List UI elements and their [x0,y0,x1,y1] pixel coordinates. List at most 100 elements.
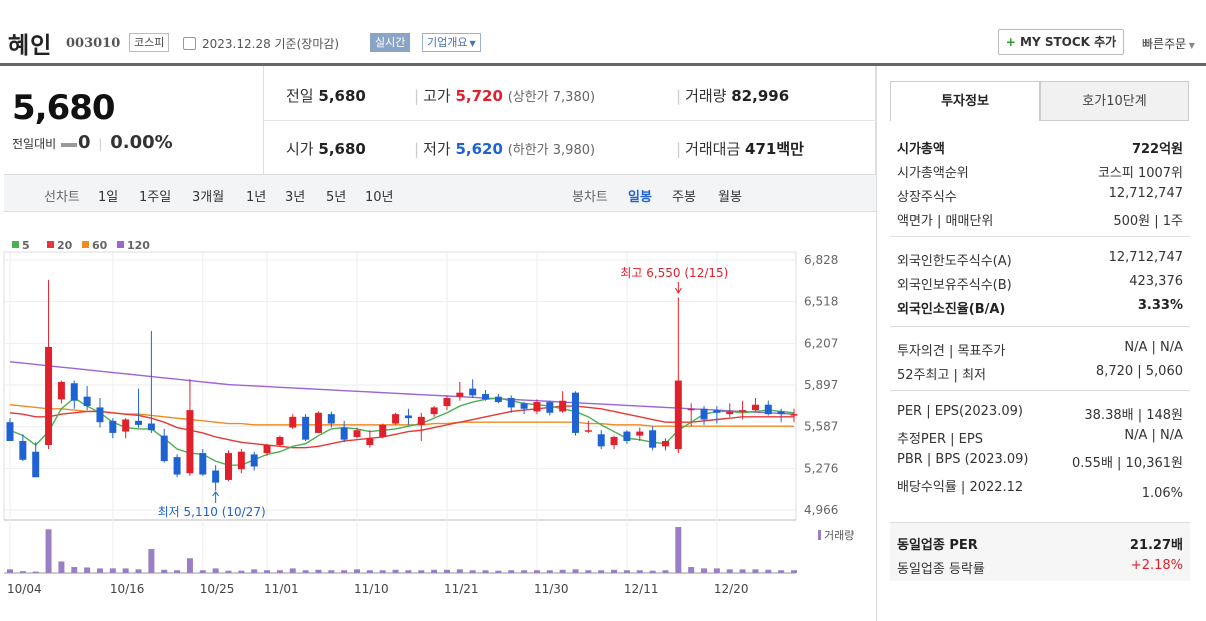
market-badge: 코스피 [129,33,170,52]
volume-bar [623,570,630,573]
price-change: 전일대비 0 | 0.00% [12,132,173,153]
candle-body [700,408,708,420]
tab-3y[interactable]: 3년 [285,190,306,205]
info-key: 동일업종 등락률 [897,562,985,577]
tab-order-book[interactable]: 호가10단계 [1040,81,1189,121]
volume-bar [366,570,373,573]
tab-10y[interactable]: 10년 [365,190,394,205]
candle-body [572,392,580,433]
candle-chart-label: 봉차트 [572,190,608,205]
x-tick-label: 12/20 [714,582,749,596]
volume-bar [649,570,656,573]
candle-body [546,402,554,413]
legend-label: 20 [57,239,73,252]
x-tick-label: 11/30 [534,582,569,596]
volume-bar [469,570,476,573]
divider [890,326,1190,327]
info-key: 액면가 | 매매단위 [897,214,994,229]
candle-body [263,445,271,454]
high-arrow-head [674,287,682,294]
low-arrow-head [212,491,220,497]
volume-bar [675,527,682,573]
info-value: 12,712,747 [1108,186,1183,201]
tab-daily[interactable]: 일봉 [628,190,652,205]
candle-body [135,420,143,425]
info-value: 3.33% [1137,298,1183,313]
company-overview-button[interactable]: 기업개요 ▼ [422,33,481,52]
divider [890,390,1190,391]
info-value: 0.55배 | 10,361원 [1072,456,1183,471]
candle-body [379,424,387,437]
candle-body [533,402,541,412]
price-chart: 6,828 6,518 6,207 5,897 5,587 5,276 4,966 10/04… [3,239,854,596]
volume-bar [264,570,271,573]
mystock-add-button[interactable]: + MY STOCK 추가 [998,29,1124,55]
volume-bar [122,568,129,573]
chevron-down-icon: ▼ [1186,41,1195,50]
tab-1d[interactable]: 1일 [98,190,119,205]
info-row: 52주최고 | 최저 8,720 | 5,060 [897,364,1183,383]
open-value: 5,680 [318,140,366,158]
volume-bar [379,570,386,573]
candle-body [6,422,14,441]
sector-box [890,523,1190,581]
y-tick-label: 5,897 [804,378,838,392]
candle-body [96,407,104,423]
candle-body [507,398,515,408]
candle-body [70,383,78,401]
candle-body [57,381,65,400]
tab-1w[interactable]: 1주일 [139,190,172,205]
amount-label: 거래대금 [685,140,741,158]
ma60-line [9,404,794,427]
volume-bar [482,570,489,573]
info-key: 52주최고 | 최저 [897,368,986,383]
volume-bar [765,569,772,573]
legend-swatch [12,241,19,248]
chart-period-tabs: 선차트 1일 1주일 3개월 1년 3년 5년 10년 봉차트 일봉 주봉 월봉 [4,174,876,212]
legend-label: 5 [22,239,30,252]
volume-bar [495,570,502,573]
open-label: 시가 [286,140,314,158]
volume-bar [662,570,669,573]
candle-body [674,380,682,450]
info-key: 투자의견 | 목표주가 [897,344,1006,359]
candle-body [790,414,798,416]
high-value: 5,720 [455,87,503,105]
volume-label: 거래량 [685,87,727,105]
tab-weekly[interactable]: 주봉 [672,190,696,205]
volume-bar [701,568,708,573]
candle-body [302,416,310,440]
candle-body [199,453,207,475]
tab-3m[interactable]: 3개월 [192,190,225,205]
candle-body [366,438,374,446]
info-value: 21.27배 [1129,538,1183,553]
stock-name: 혜인 [8,33,53,59]
open-price: 시가 5,680 [286,138,366,159]
volume-bar [225,570,232,573]
candle-body [417,416,425,425]
tab-5y[interactable]: 5년 [326,190,347,205]
tab-investment-info[interactable]: 투자정보 [890,81,1040,121]
info-row: 시가총액 722억원 [897,138,1183,157]
x-tick-label: 10/25 [200,582,235,596]
candle-body [610,436,618,446]
candle-body [559,400,567,412]
volume-label: 거래량 [824,529,854,542]
candle-body [19,440,27,460]
change-value: 0 [78,132,91,153]
tab-monthly[interactable]: 월봉 [718,190,742,205]
realtime-button[interactable]: 실시간 [370,33,411,52]
y-tick-label: 5,587 [804,420,838,434]
candle-body [456,392,464,397]
volume-bar [186,558,193,573]
candle-body [661,440,669,447]
info-row: 외국인소진율(B/A) 3.33% [897,298,1183,317]
volume-bar [456,569,463,573]
amount-unit: 백만 [776,140,804,158]
quick-order-button[interactable]: 빠른주문 ▼ [1142,35,1195,52]
candle-body [764,404,772,415]
volume-bar [688,567,695,573]
tab-1y[interactable]: 1년 [246,190,267,205]
info-value: 12,712,747 [1108,250,1183,265]
candle-body [584,430,592,432]
